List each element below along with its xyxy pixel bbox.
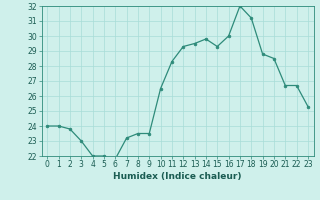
X-axis label: Humidex (Indice chaleur): Humidex (Indice chaleur) xyxy=(113,172,242,181)
